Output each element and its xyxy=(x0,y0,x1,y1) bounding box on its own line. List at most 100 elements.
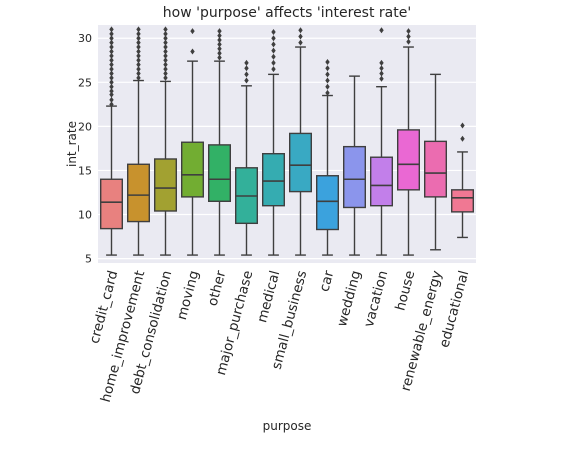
outlier-point xyxy=(379,75,384,82)
iqr-box xyxy=(262,152,286,207)
outlier-point xyxy=(325,83,330,90)
box-house xyxy=(397,28,421,256)
outlier-point xyxy=(109,83,114,90)
outlier-point xyxy=(163,48,168,55)
outlier-point xyxy=(217,41,222,48)
y-axis-label: int_rate xyxy=(65,121,79,167)
outlier-point xyxy=(271,53,276,60)
y-axis-ticks: 5 10 15 20 25 30 xyxy=(78,32,92,265)
outlier-point xyxy=(136,74,141,81)
box-educational xyxy=(451,122,475,239)
outlier-point xyxy=(109,96,114,103)
outlier-point xyxy=(379,70,384,77)
box-car xyxy=(316,59,340,256)
outlier-point xyxy=(244,65,249,72)
outlier-point xyxy=(109,26,114,33)
chart-title: how 'purpose' affects 'interest rate' xyxy=(163,5,411,21)
iqr-box xyxy=(180,141,204,198)
outlier-point xyxy=(460,122,465,129)
outlier-point xyxy=(163,61,168,68)
outlier-point xyxy=(325,59,330,66)
outlier-point xyxy=(109,30,114,37)
outlier-point xyxy=(271,29,276,36)
x-tick-label: other xyxy=(205,268,230,307)
outlier-point xyxy=(109,101,114,108)
box-renewable_energy xyxy=(424,73,448,251)
outlier-point xyxy=(379,65,384,72)
outlier-point xyxy=(298,27,303,34)
iqr-box xyxy=(451,189,475,213)
outlier-point xyxy=(163,57,168,64)
outlier-point xyxy=(109,61,114,68)
outlier-point xyxy=(217,45,222,52)
x-tick-label: vacation xyxy=(361,269,391,329)
iqr-box xyxy=(153,158,177,212)
x-axis-label: purpose xyxy=(263,419,312,433)
y-tick-label: 15 xyxy=(78,164,92,177)
iqr-box xyxy=(99,178,123,230)
outlier-point xyxy=(379,59,384,66)
outlier-point xyxy=(163,26,168,33)
outlier-point xyxy=(217,28,222,35)
outlier-point xyxy=(217,36,222,43)
box-major_purchase xyxy=(234,59,258,256)
outlier-point xyxy=(109,79,114,86)
outlier-point xyxy=(136,35,141,42)
outlier-point xyxy=(109,88,114,95)
outlier-point xyxy=(109,70,114,77)
y-tick-label: 10 xyxy=(78,209,92,222)
outlier-point xyxy=(271,35,276,42)
outlier-point xyxy=(136,61,141,68)
outlier-point xyxy=(109,91,114,98)
outlier-point xyxy=(217,50,222,57)
outlier-point xyxy=(379,27,384,34)
box-other xyxy=(207,28,231,256)
y-tick-label: 25 xyxy=(78,76,92,89)
outlier-point xyxy=(244,71,249,78)
outlier-point xyxy=(271,59,276,66)
outlier-point xyxy=(136,48,141,55)
outlier-point xyxy=(163,52,168,59)
outlier-point xyxy=(163,44,168,51)
outlier-point xyxy=(325,89,330,96)
boxes xyxy=(99,26,475,256)
box-wedding xyxy=(343,75,367,256)
outlier-point xyxy=(136,70,141,77)
outlier-point xyxy=(406,38,411,45)
outlier-point xyxy=(136,52,141,59)
iqr-box xyxy=(370,156,394,207)
outlier-point xyxy=(109,39,114,46)
outlier-point xyxy=(136,39,141,46)
outlier-point xyxy=(163,35,168,42)
y-tick-label: 20 xyxy=(78,120,92,133)
outlier-point xyxy=(190,28,195,35)
outlier-point xyxy=(190,48,195,55)
x-tick-label: wedding xyxy=(334,269,364,329)
y-tick-label: 30 xyxy=(78,32,92,45)
outlier-point xyxy=(271,41,276,48)
outlier-point xyxy=(136,30,141,37)
outlier-point xyxy=(136,57,141,64)
iqr-box xyxy=(207,144,231,202)
x-tick-label: house xyxy=(392,269,418,312)
box-debt_consolidation xyxy=(153,26,177,256)
outlier-point xyxy=(136,26,141,33)
outlier-point xyxy=(244,77,249,84)
outlier-point xyxy=(271,66,276,73)
x-tick-label: moving xyxy=(174,269,202,322)
iqr-box xyxy=(289,132,313,193)
outlier-point xyxy=(109,52,114,59)
outlier-point xyxy=(325,77,330,84)
x-tick-label: car xyxy=(316,268,337,293)
outlier-point xyxy=(109,57,114,64)
outlier-point xyxy=(325,65,330,72)
x-axis-ticks: credit_cardhome_improvementdebt_consolid… xyxy=(87,268,473,404)
outlier-point xyxy=(271,47,276,54)
outlier-point xyxy=(460,135,465,142)
outlier-point xyxy=(136,44,141,51)
outlier-point xyxy=(109,74,114,81)
outlier-point xyxy=(163,70,168,77)
outlier-point xyxy=(136,66,141,73)
